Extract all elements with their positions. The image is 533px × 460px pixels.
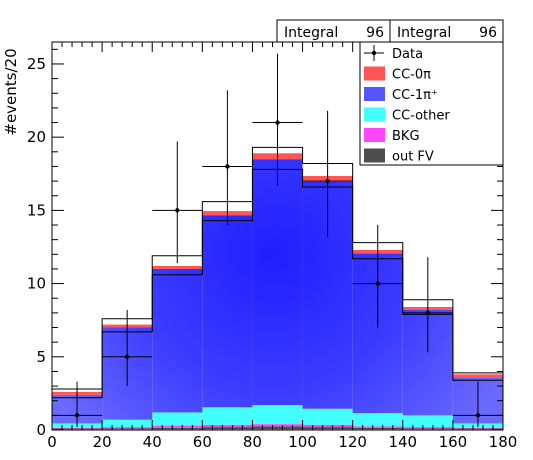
legend-label-2: CC-1π⁺	[392, 88, 438, 103]
histogram-stack	[52, 153, 503, 430]
data-point-6	[375, 281, 380, 286]
stat-box-2-value: 96	[479, 25, 497, 41]
data-point-2	[175, 208, 180, 213]
legend-box	[359, 41, 504, 166]
bar-out-fv-bin-0	[52, 428, 103, 430]
legend-swatch-3	[364, 107, 385, 122]
bar-bkg-bin-6	[352, 426, 403, 428]
legend: Data CC-0π CC-1π⁺ CC-other BKG out FV	[359, 41, 504, 166]
bar-out-fv-bin-8	[452, 428, 503, 430]
y-axis-label: #events/20	[2, 48, 20, 135]
bar-cc-1-bin-4	[252, 159, 303, 406]
bar-cc-other-bin-2	[152, 412, 203, 426]
legend-swatch-2	[364, 87, 385, 101]
bar-cc-other-bin-3	[202, 407, 253, 425]
bar-bkg-bin-3	[202, 424, 253, 428]
bar-cc-other-bin-6	[352, 413, 403, 427]
data-point-1	[124, 354, 130, 359]
data-point-3	[225, 164, 230, 169]
x-tick-label-3: 60	[193, 433, 212, 451]
bar-cc-1-bin-3	[202, 215, 253, 408]
legend-label-5: out FV	[392, 150, 434, 165]
data-point-7	[425, 310, 431, 316]
y-tick-label-5: 25	[27, 55, 46, 73]
x-tick-label-6: 120	[338, 433, 367, 451]
y-tick-label-1: 5	[36, 348, 46, 366]
bar-out-fv-bin-1	[102, 428, 153, 430]
bar-bkg-bin-7	[402, 427, 453, 429]
bar-cc-other-bin-1	[102, 419, 153, 428]
bar-bkg-bin-1	[102, 427, 153, 429]
x-tick-label-0: 0	[47, 433, 57, 451]
bar-out-fv-bin-7	[402, 428, 453, 430]
bar-bkg-bin-8	[452, 427, 503, 429]
x-tick-label-4: 80	[243, 433, 262, 451]
y-tick-label-2: 10	[27, 275, 46, 293]
stat-box-1-label: Integral	[284, 25, 338, 41]
bar-cc-0-bin-2	[152, 266, 203, 269]
bar-out-fv-bin-5	[302, 427, 353, 430]
x-tick-label-9: 180	[489, 433, 518, 451]
y-tick-label-0: 0	[36, 421, 46, 439]
legend-label-4: BKG	[392, 129, 420, 144]
bar-bkg-bin-0	[52, 427, 103, 429]
bar-cc-0-bin-8	[452, 374, 503, 378]
stat-box-2: Integral 96	[389, 19, 504, 43]
legend-label-1: CC-0π	[392, 68, 431, 83]
y-tick-label-4: 20	[27, 128, 46, 146]
bar-bkg-bin-4	[252, 424, 303, 427]
y-tick-label-3: 15	[27, 201, 46, 219]
legend-swatch-4	[364, 128, 385, 142]
x-tick-label-5: 100	[288, 433, 317, 451]
x-tick-label-1: 20	[93, 433, 112, 451]
x-tick-label-7: 140	[388, 433, 417, 451]
bar-bkg-bin-5	[302, 424, 353, 428]
bar-out-fv-bin-4	[252, 426, 303, 430]
data-point-4	[275, 120, 280, 125]
legend-label-0: Data	[392, 47, 423, 62]
bar-bkg-bin-2	[152, 425, 203, 428]
bar-cc-1-bin-2	[152, 268, 203, 413]
stat-box-1-value: 96	[366, 25, 384, 41]
data-point-0	[74, 413, 80, 418]
stat-box-1: Integral 96	[276, 19, 391, 43]
data-point-8	[475, 413, 481, 418]
data-points	[52, 53, 503, 428]
legend-label-3: CC-other	[392, 109, 450, 124]
bar-out-fv-bin-3	[202, 427, 253, 430]
bar-cc-other-bin-7	[402, 415, 453, 428]
legend-swatch-1	[364, 66, 385, 81]
data-point-5	[325, 178, 330, 184]
legend-swatch-5	[364, 148, 385, 163]
bar-out-fv-bin-2	[152, 427, 203, 430]
x-tick-label-8: 160	[439, 433, 468, 451]
bar-out-fv-bin-6	[352, 427, 403, 430]
x-tick-label-2: 40	[143, 433, 162, 451]
legend-marker-dot	[371, 50, 377, 56]
stat-box-2-label: Integral	[397, 25, 451, 41]
bar-cc-other-bin-5	[302, 408, 353, 425]
bar-cc-other-bin-4	[252, 405, 303, 425]
